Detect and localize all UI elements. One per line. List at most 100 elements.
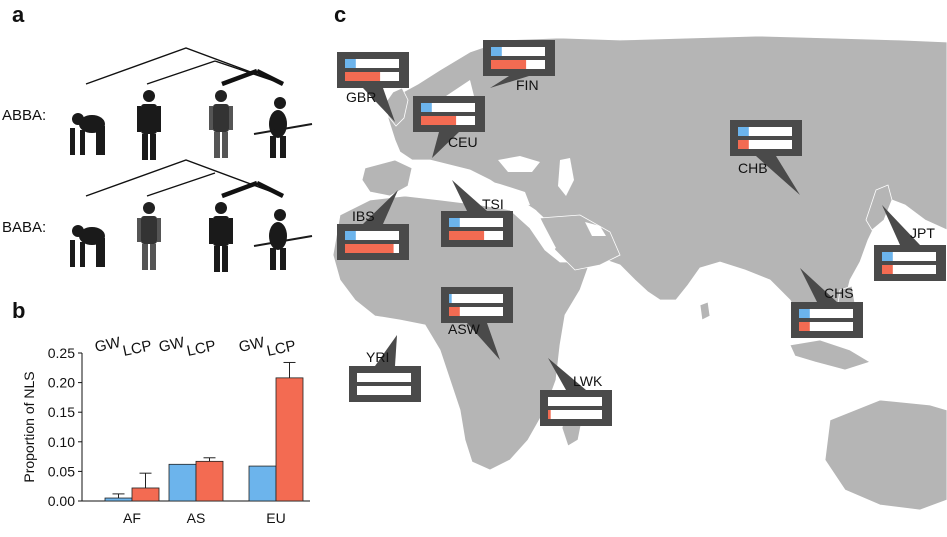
column-label-gw: GW — [157, 334, 187, 356]
bar-lcp-eu — [275, 377, 304, 502]
chimp-silhouette-baba — [70, 225, 105, 267]
neanderthal-silhouette-baba — [253, 209, 313, 270]
human-silhouette-1-abba — [137, 90, 161, 160]
inset-label-ceu: CEU — [448, 134, 478, 150]
inset-bar-bg-lcp — [548, 410, 602, 419]
inset-box — [874, 245, 946, 281]
inset-bar-lcp — [449, 231, 485, 240]
tree-baba — [85, 159, 285, 199]
column-label-lcp: LCP — [185, 337, 217, 360]
y-tick-label: 0.15 — [48, 404, 75, 420]
inset-chs: CHS — [791, 268, 863, 338]
inset-lwk: LWK — [540, 358, 612, 426]
inset-ceu: CEU — [413, 96, 485, 158]
inset-label-chs: CHS — [824, 285, 854, 301]
inset-box — [730, 120, 802, 156]
inset-box — [413, 96, 485, 132]
inset-pointer — [363, 88, 395, 122]
inset-bar-gw — [421, 103, 432, 112]
inset-bar-lcp — [345, 244, 394, 253]
y-tick-label: 0.20 — [48, 375, 75, 391]
inset-bar-lcp — [449, 307, 460, 316]
inset-bar-gw — [345, 231, 356, 240]
x-tick-label-as: AS — [187, 510, 206, 526]
landmass-africa — [332, 195, 591, 471]
inset-fin: FIN — [483, 40, 555, 93]
inset-bar-lcp — [548, 410, 551, 419]
bar-gw-eu — [248, 465, 277, 502]
x-tick-label-eu: EU — [266, 510, 285, 526]
inset-pointer — [882, 205, 920, 245]
inset-bar-bg-lcp — [449, 307, 503, 316]
chart-bars — [104, 361, 304, 502]
inset-bar-lcp — [882, 265, 893, 274]
inset-bar-lcp — [799, 322, 810, 331]
landmass-sri-lanka — [699, 301, 711, 321]
inset-bar-bg-gw — [449, 218, 503, 227]
y-tick-label: 0.10 — [48, 434, 75, 450]
neanderthal-silhouette-abba — [253, 97, 313, 158]
inset-bar-lcp — [421, 116, 457, 125]
inset-label-ibs: IBS — [352, 208, 375, 224]
inset-label-asw: ASW — [448, 321, 481, 337]
inset-bar-gw — [345, 59, 356, 68]
inset-ibs: IBS — [337, 190, 409, 260]
inset-chb: CHB — [730, 120, 802, 195]
chimp-silhouette-abba — [70, 113, 105, 155]
inset-bar-bg-gw — [738, 127, 792, 136]
black-sea — [498, 156, 540, 172]
mediterranean-sea — [412, 170, 530, 205]
inset-box — [441, 287, 513, 323]
column-label-lcp: LCP — [121, 337, 153, 360]
inset-box — [441, 211, 513, 247]
inset-bar-bg-gw — [491, 47, 545, 56]
inset-bar-bg-gw — [799, 309, 853, 318]
inset-box — [791, 302, 863, 338]
inset-label-chb: CHB — [738, 160, 768, 176]
inset-jpt: JPT — [874, 205, 946, 281]
inset-label-jpt: JPT — [910, 225, 935, 241]
y-tick-label: 0.05 — [48, 463, 75, 479]
persian-gulf — [585, 222, 606, 236]
inset-box — [337, 52, 409, 88]
panel-b-chart: 0.00 0.05 0.10 0.15 0.20 0.25 Proportion of NL… — [21, 334, 310, 526]
inset-bar-gw — [799, 309, 810, 318]
inset-bar-lcp — [345, 72, 381, 81]
column-label-gw: GW — [93, 334, 123, 356]
inset-pointer — [467, 323, 500, 360]
landmass-indonesia — [789, 339, 871, 371]
inset-bar-gw — [882, 252, 893, 261]
panel-letter-b: b — [12, 298, 26, 323]
world-map — [332, 35, 947, 511]
y-tick-label: 0.00 — [48, 493, 75, 509]
inset-pointer — [452, 180, 487, 211]
inset-pointer — [800, 268, 837, 302]
inset-bar-bg-gw — [357, 373, 411, 382]
inset-yri: YRI — [349, 335, 421, 402]
panel-letter-c: c — [334, 2, 347, 27]
inset-gbr: GBR — [337, 52, 409, 122]
inset-pointer — [375, 335, 397, 366]
chart-labels: 0.00 0.05 0.10 0.15 0.20 0.25 Proportion of NL… — [21, 334, 297, 526]
inset-pointer — [756, 156, 800, 195]
inset-bar-bg-gw — [449, 294, 503, 303]
inset-label-fin: FIN — [516, 77, 539, 93]
inset-box — [483, 40, 555, 76]
inset-bar-bg-lcp — [799, 322, 853, 331]
inset-bar-gw — [491, 47, 502, 56]
bar-gw-as — [168, 463, 197, 502]
inset-bar-gw — [449, 218, 460, 227]
inset-asw: ASW — [441, 287, 513, 360]
inset-bar-bg-gw — [345, 59, 399, 68]
y-tick-label: 0.25 — [48, 345, 75, 361]
inset-bar-bg-gw — [548, 397, 602, 406]
inset-bar-bg-gw — [345, 231, 399, 240]
tree-abba — [85, 47, 285, 87]
inset-label-tsi: TSI — [482, 196, 504, 212]
map-insets: GBR FIN CEU CHB IBS TSI JPT ASW CHS YRI LWK — [337, 40, 946, 426]
column-label-gw: GW — [237, 334, 267, 356]
inset-bar-gw — [449, 294, 452, 303]
inset-bar-bg-lcp — [357, 386, 411, 395]
inset-tsi: TSI — [441, 180, 513, 247]
